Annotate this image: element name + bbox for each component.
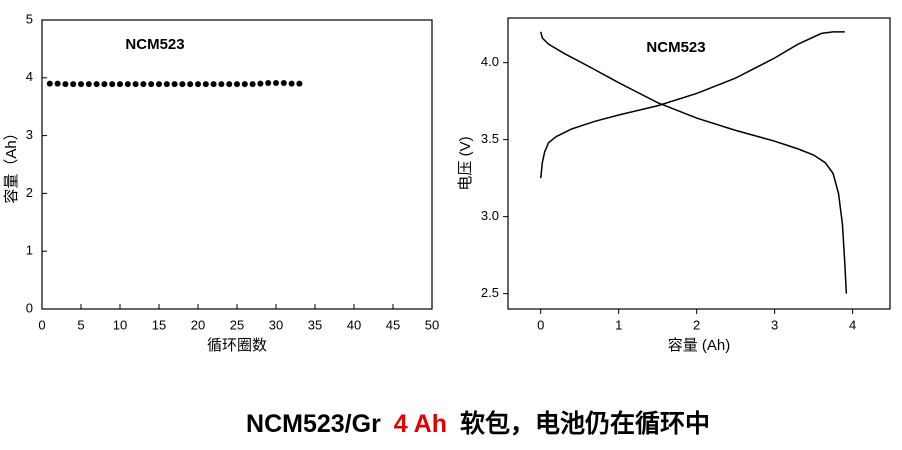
point	[280, 80, 287, 87]
point	[210, 81, 217, 88]
point	[234, 81, 240, 88]
x-tick-label: 5	[77, 317, 84, 332]
x-tick-label: 4	[849, 317, 856, 332]
point	[195, 81, 201, 88]
y-tick-label: 4	[26, 69, 33, 84]
x-axis-label: 循环圈数	[207, 337, 267, 354]
point	[218, 81, 225, 88]
plot-frame	[41, 19, 433, 310]
y-tick-label: 2.5	[481, 285, 499, 300]
x-tick-label: 15	[152, 317, 166, 332]
point	[78, 81, 84, 88]
y-tick-label: 1	[26, 243, 33, 258]
x-tick-label: 10	[113, 317, 127, 332]
plot-frame	[507, 17, 891, 310]
point	[132, 81, 139, 88]
y-tick-label: 5	[26, 11, 33, 26]
point	[226, 81, 233, 88]
point	[202, 81, 209, 88]
y-tick-label: 3.5	[481, 131, 499, 146]
y-tick-label: 3	[26, 127, 33, 142]
point	[62, 81, 69, 88]
annotation: NCM523	[125, 36, 184, 53]
x-tick-label: 1	[615, 317, 622, 332]
caption: NCM523/Gr 4 Ah 软包，电池仍在循环中	[246, 409, 710, 438]
point	[187, 81, 194, 88]
point	[241, 81, 248, 88]
point	[163, 81, 170, 88]
caption-part: 4 Ah	[394, 410, 447, 438]
point	[148, 81, 155, 88]
point	[140, 81, 147, 88]
point	[54, 80, 61, 87]
point	[85, 81, 92, 88]
point	[171, 81, 178, 88]
point	[109, 81, 116, 88]
y-tick-label: 0	[26, 300, 33, 315]
x-tick-label: 20	[191, 317, 205, 332]
x-tick-label: 30	[269, 317, 283, 332]
caption-part: 软包，电池仍在循环中	[460, 409, 710, 438]
x-tick-label: 0	[38, 317, 45, 332]
point	[249, 81, 256, 88]
point	[265, 80, 272, 87]
y-axis-label: 电压 (V)	[457, 136, 474, 190]
x-axis-label: 容量 (Ah)	[668, 337, 731, 354]
y-tick-label: 3.0	[481, 208, 499, 223]
point	[296, 80, 303, 87]
x-tick-label: 25	[230, 317, 244, 332]
point	[101, 81, 108, 88]
annotation: NCM523	[646, 39, 705, 56]
x-tick-label: 2	[693, 317, 700, 332]
point	[46, 80, 53, 87]
y-axis-label: 容量（Ah）	[3, 125, 20, 203]
line	[540, 31, 848, 294]
x-tick-label: 45	[386, 317, 400, 332]
point	[273, 80, 279, 87]
x-tick-label: 35	[308, 317, 322, 332]
x-tick-label: 50	[425, 317, 439, 332]
point	[257, 80, 264, 87]
point	[156, 81, 162, 88]
point	[117, 81, 123, 88]
x-tick-label: 0	[537, 317, 544, 332]
point	[93, 81, 100, 88]
x-tick-label: 40	[347, 317, 361, 332]
point	[124, 81, 131, 88]
x-tick-label: 3	[771, 317, 778, 332]
line	[539, 31, 845, 179]
y-tick-label: 2	[26, 185, 33, 200]
caption-part: NCM523/Gr	[246, 410, 381, 438]
point	[288, 80, 295, 87]
y-tick-label: 4.0	[481, 54, 499, 69]
point	[70, 81, 77, 88]
point	[179, 81, 186, 88]
